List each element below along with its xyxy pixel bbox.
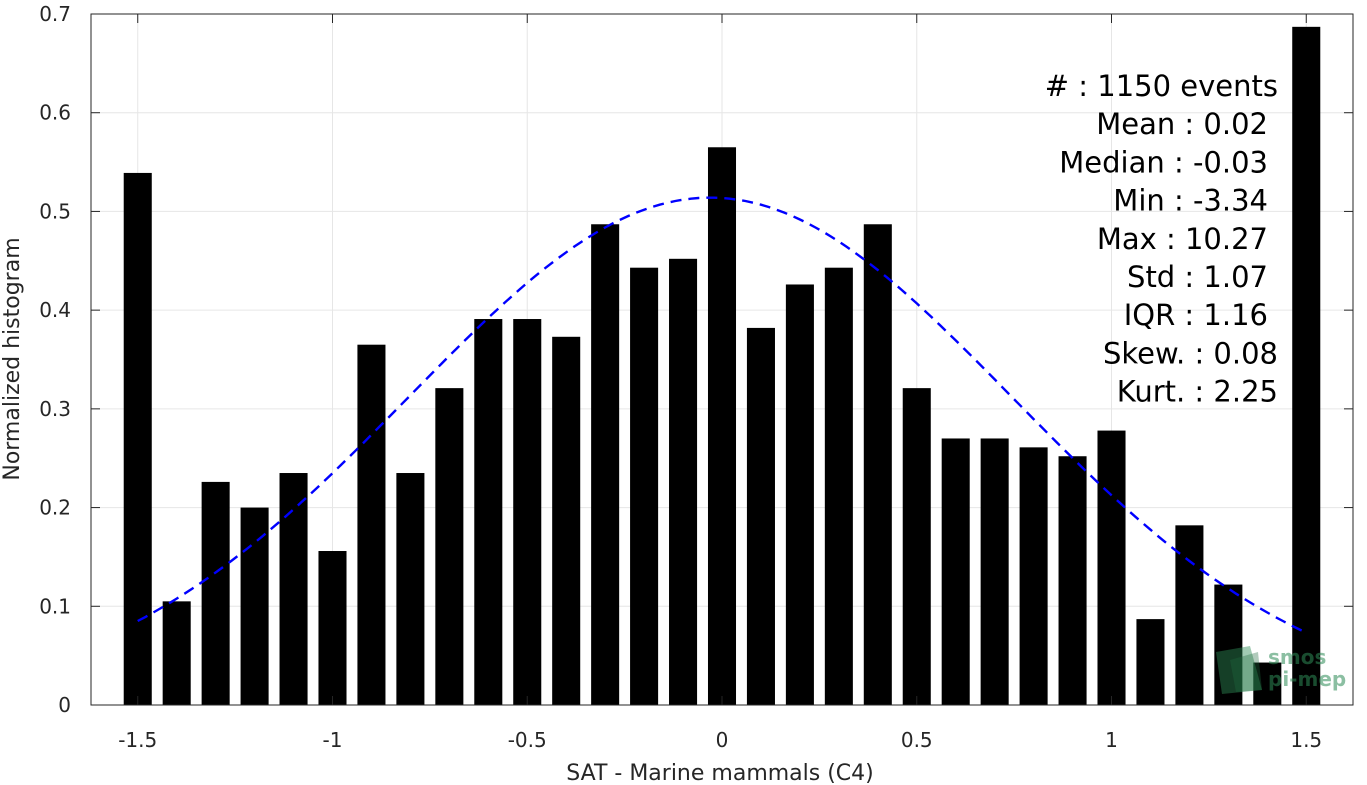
histogram-bar [785, 284, 814, 705]
histogram-bar [318, 551, 347, 705]
y-tick-label: 0.3 [39, 397, 71, 421]
histogram-bar [162, 601, 191, 705]
y-tick-label: 0.7 [39, 2, 71, 26]
logo-icon [1216, 646, 1262, 694]
normal-fit-curve [137, 196, 1307, 634]
smos-pi-mep-logo: smos pi-mep [1216, 645, 1346, 694]
histogram-bar [1136, 619, 1165, 705]
y-axis-label: Normalized histogram [0, 237, 25, 480]
normal-fit [137, 196, 1307, 634]
stat-line: Std : 1.07 [1127, 260, 1268, 294]
histogram-bar [980, 438, 1009, 705]
y-tick-label: 0 [58, 693, 71, 717]
stat-line: Skew. : 0.08 [1103, 336, 1278, 370]
histogram-bar [591, 224, 620, 706]
histogram-bar [357, 344, 386, 705]
stat-line: Median : -0.03 [1059, 145, 1268, 179]
x-tick-label: 1 [1105, 728, 1118, 752]
y-tick-label: 0.4 [39, 298, 71, 322]
histogram-bar [902, 388, 931, 705]
histogram-bar [746, 327, 775, 705]
histogram-bar [1175, 525, 1204, 705]
histogram-bar [707, 147, 737, 705]
y-tick-label: 0.2 [39, 496, 71, 520]
histogram-bar [1292, 26, 1321, 705]
y-tick-label: 0.6 [39, 101, 71, 125]
stat-line: # : 1150 events [1045, 69, 1278, 103]
stat-line: Min : -3.34 [1113, 184, 1268, 218]
histogram-bar [630, 267, 659, 705]
histogram-bar [1058, 456, 1087, 705]
histogram-bar [201, 481, 230, 705]
x-tick-label: 0.5 [901, 728, 933, 752]
histogram-bar [513, 319, 542, 705]
stats-annotation: # : 1150 events Mean : 0.02 Median : -0.03… [1045, 69, 1278, 409]
bars [123, 26, 1321, 706]
stat-line: Mean : 0.02 [1096, 107, 1268, 141]
logo-icon-shade [1230, 652, 1262, 692]
tick-labels: -1.5 -1 -0.5 0 0.5 1 1.5 0 0.1 0.2 0.3 0.4 0.5 0.6 0.7 [39, 2, 1322, 752]
stat-line: Kurt. : 2.25 [1117, 375, 1278, 409]
logo-text-pimep: pi-mep [1268, 667, 1346, 691]
histogram-bar [474, 319, 503, 705]
histogram-bar [863, 224, 892, 706]
logo-text-smos: smos [1268, 645, 1326, 669]
histogram-bar [279, 473, 308, 705]
stat-line: Max : 10.27 [1097, 222, 1268, 256]
x-tick-label: 0 [716, 728, 729, 752]
histogram-bar [669, 258, 698, 705]
x-tick-label: -1.5 [118, 728, 157, 752]
stat-line: IQR : 1.16 [1124, 298, 1268, 332]
histogram-bar [1214, 584, 1243, 705]
x-tick-label: 1.5 [1290, 728, 1322, 752]
y-tick-label: 0.1 [39, 594, 71, 618]
histogram-bar [123, 172, 152, 705]
histogram-bar [941, 438, 970, 705]
x-tick-label: -0.5 [508, 728, 547, 752]
histogram-bar [1097, 430, 1126, 705]
histogram-bar [1253, 662, 1282, 705]
histogram-bar [240, 507, 269, 705]
y-tick-label: 0.5 [39, 199, 71, 223]
x-axis-label: SAT - Marine mammals (C4) [566, 761, 874, 785]
histogram-bar [435, 388, 464, 705]
histogram-bar [824, 267, 853, 705]
axes [90, 13, 1354, 706]
histogram-bar [552, 336, 581, 705]
histogram-bar [396, 473, 425, 705]
histogram-bar [1019, 447, 1048, 705]
x-tick-label: -1 [323, 728, 343, 752]
